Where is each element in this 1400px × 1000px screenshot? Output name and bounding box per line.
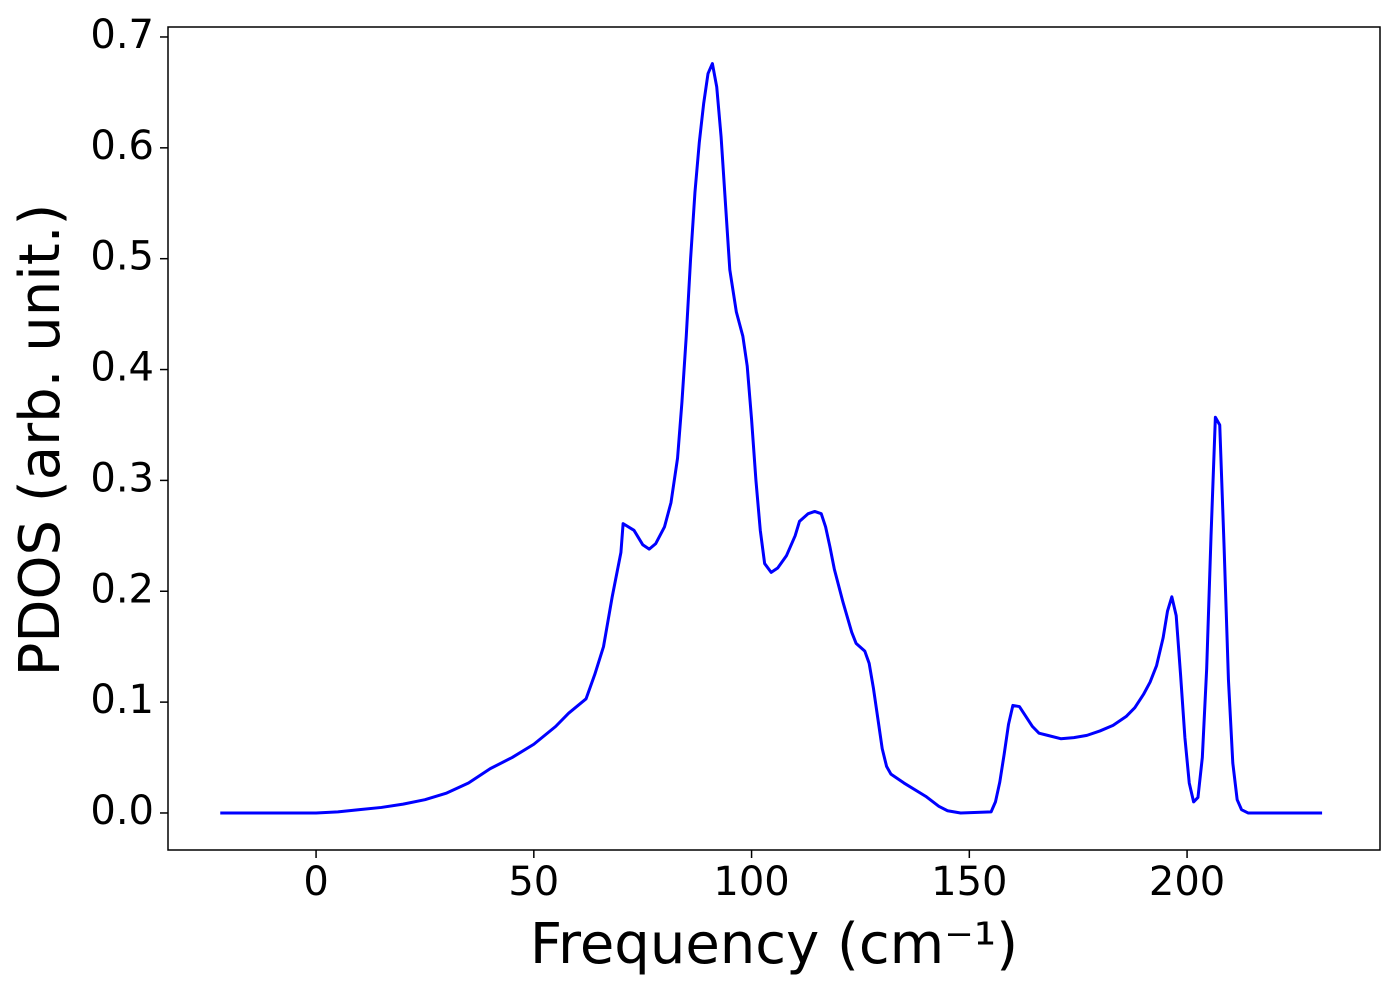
y-tick-label: 0.3: [90, 455, 154, 501]
y-tick-label: 0.6: [90, 123, 154, 169]
x-tick-label: 200: [1149, 859, 1225, 905]
x-tick-label: 150: [931, 859, 1007, 905]
x-tick-label: 100: [713, 859, 789, 905]
x-tick-label: 0: [303, 859, 328, 905]
y-tick-label: 0.7: [90, 12, 154, 58]
y-tick-label: 0.0: [90, 788, 154, 834]
y-tick-label: 0.5: [90, 234, 154, 280]
plot-frame: [167, 26, 1381, 851]
x-axis-label: Frequency (cm⁻¹): [530, 912, 1018, 977]
x-tick-label: 50: [508, 859, 559, 905]
data-line: [220, 62, 1323, 815]
y-axis-label: PDOS (arb. unit.): [8, 204, 73, 677]
y-tick-label: 0.2: [90, 566, 154, 612]
y-tick-label: 0.1: [90, 677, 154, 723]
y-tick-label: 0.4: [90, 345, 154, 391]
